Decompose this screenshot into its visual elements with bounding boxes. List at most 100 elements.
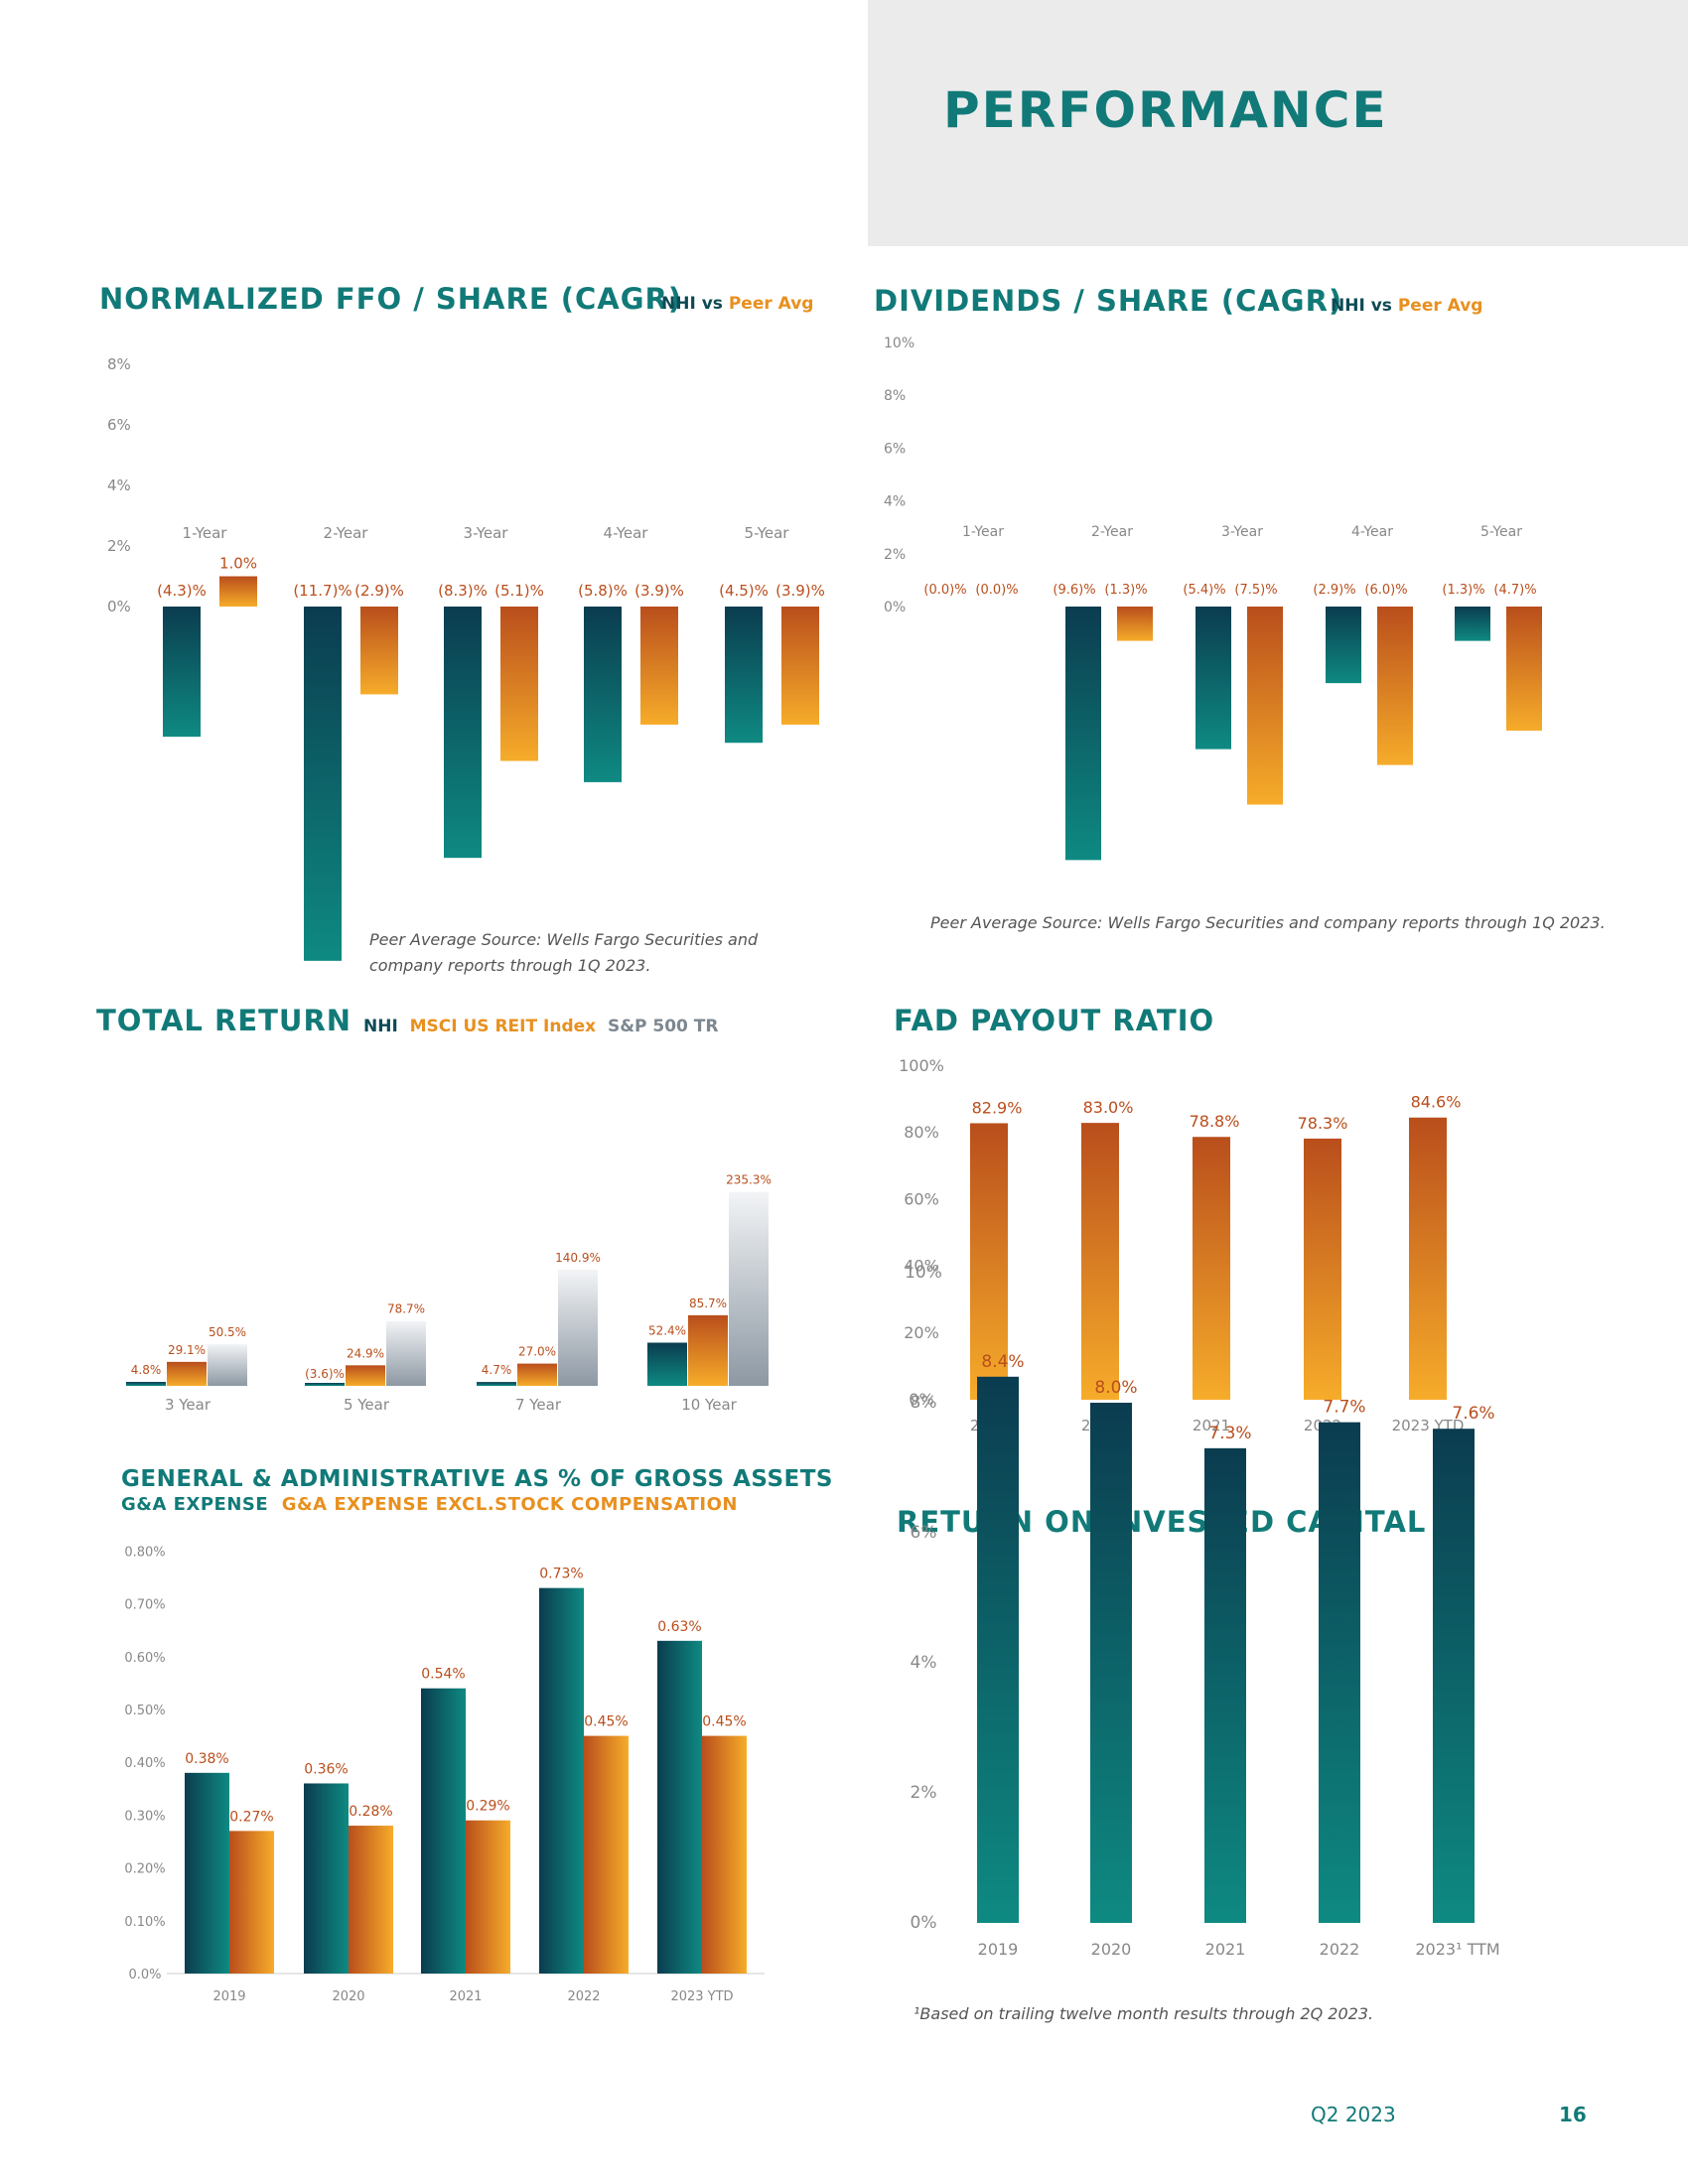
ffo-bar-nhi — [584, 607, 622, 782]
ga-bar-expense — [304, 1783, 349, 1974]
div-category-label: 2-Year — [1091, 524, 1133, 540]
tr-data-label-msci: 85.7% — [689, 1297, 727, 1310]
ffo-data-label-nhi: (4.5)% — [719, 582, 769, 600]
roic-data-label: 8.4% — [981, 1352, 1024, 1372]
roic-category-label: 2020 — [1091, 1940, 1132, 1959]
div-data-label-nhi: (5.4)% — [1183, 583, 1225, 598]
ga-data-label-expense: 0.36% — [304, 1761, 348, 1777]
div-data-label-peer: (1.3)% — [1104, 583, 1147, 598]
roic-data-label: 8.0% — [1094, 1378, 1137, 1398]
ffo-ytick: 2% — [107, 537, 131, 555]
ffo-bar-peer — [219, 576, 257, 607]
fad-data-label: 83.0% — [1083, 1098, 1134, 1117]
ffo-category-label: 1-Year — [183, 524, 228, 542]
fad-bar — [1081, 1123, 1119, 1400]
div-bar-nhi — [1455, 607, 1490, 641]
fad-data-label: 78.3% — [1298, 1114, 1348, 1133]
ffo-source-note: Peer Average Source: Wells Fargo Securit… — [369, 930, 759, 975]
fad-data-label: 78.8% — [1190, 1112, 1240, 1131]
ffo-title: NORMALIZED FFO / SHARE (CAGR) — [99, 282, 683, 316]
ga-legend-a: G&A EXPENSE — [121, 1494, 269, 1515]
div-bar-peer — [1117, 607, 1153, 641]
fad-bar — [1304, 1138, 1341, 1400]
ffo-bar-nhi — [444, 607, 482, 859]
div-data-label-nhi: (0.0)% — [923, 583, 966, 598]
tr-bar-msci — [517, 1363, 557, 1386]
ga-bar-expense — [421, 1688, 466, 1974]
roic-ytick: 8% — [911, 1393, 937, 1413]
roic-data-label: 7.7% — [1323, 1398, 1365, 1418]
div-data-label-nhi: (1.3)% — [1442, 583, 1484, 598]
tr-data-label-msci: 27.0% — [518, 1345, 556, 1359]
div-data-label-peer: (0.0)% — [975, 583, 1018, 598]
tr-bar-nhi — [305, 1383, 345, 1386]
tr-title: TOTAL RETURN — [96, 1004, 352, 1037]
ga-bar-excl — [584, 1735, 629, 1974]
ga-bar-excl — [702, 1735, 747, 1974]
tr-data-label-nhi: 4.7% — [482, 1363, 512, 1377]
div-legend-nhi: NHI — [1331, 296, 1365, 316]
ffo-bar-peer — [781, 607, 819, 725]
tr-category-label: 5 Year — [344, 1396, 390, 1414]
div-category-label: 4-Year — [1351, 524, 1393, 540]
ga-bar-expense — [185, 1772, 229, 1974]
ffo-data-label-peer: 1.0% — [219, 555, 257, 573]
fad-ytick: 60% — [904, 1189, 939, 1208]
ga-bar-excl — [349, 1826, 393, 1974]
tr-category-label: 3 Year — [165, 1396, 211, 1414]
ffo-bar-nhi — [725, 607, 763, 744]
tr-bar-nhi — [126, 1382, 166, 1386]
ffo-legend: NHI vs Peer Avg — [661, 294, 813, 314]
ga-category-label: 2021 — [449, 1989, 482, 2004]
ga-bar-expense — [657, 1640, 702, 1974]
fad-data-label: 82.9% — [972, 1098, 1023, 1117]
tr-category-label: 10 Year — [681, 1396, 737, 1414]
ffo-category-label: 3-Year — [464, 524, 509, 542]
ffo-ytick: 6% — [107, 416, 131, 434]
ga-bar-excl — [229, 1831, 274, 1974]
roic-ytick: 4% — [911, 1653, 937, 1673]
ga-title: GENERAL & ADMINISTRATIVE AS % OF GROSS A… — [121, 1466, 833, 1492]
roic-ytick: 2% — [911, 1783, 937, 1803]
tr-data-label-msci: 24.9% — [347, 1346, 384, 1360]
tr-bar-nhi — [647, 1342, 687, 1386]
ga-bar-excl — [466, 1820, 510, 1974]
ga-category-label: 2022 — [567, 1989, 600, 2004]
fad-ytick: 20% — [904, 1323, 939, 1342]
ga-data-label-excl: 0.45% — [702, 1714, 746, 1730]
tr-data-label-sp: 78.7% — [387, 1302, 425, 1316]
ffo-data-label-nhi: (4.3)% — [157, 582, 207, 600]
ffo-bar-nhi — [163, 607, 201, 738]
div-bar-peer — [1247, 607, 1283, 805]
roic-footnote: ¹Based on trailing twelve month results … — [914, 2004, 1374, 2023]
fad-data-label: 84.6% — [1411, 1093, 1462, 1112]
roic-data-label: 7.3% — [1208, 1424, 1251, 1443]
ga-legend-b: G&A EXPENSE EXCL.STOCK COMPENSATION — [281, 1494, 738, 1515]
ga-ytick: 0.20% — [124, 1862, 165, 1877]
tr-legend: NHI MSCI US REIT Index S&P 500 TR — [363, 1017, 719, 1036]
ga-data-label-expense: 0.63% — [657, 1619, 701, 1635]
ffo-data-label-peer: (3.9)% — [775, 582, 825, 600]
tr-data-label-sp: 235.3% — [726, 1173, 772, 1187]
tr-data-label-sp: 140.9% — [555, 1251, 601, 1265]
tr-data-label-sp: 50.5% — [209, 1325, 246, 1339]
ga-ytick: 0.50% — [124, 1704, 165, 1718]
div-ytick: 10% — [884, 336, 914, 351]
div-source-note: Peer Average Source: Wells Fargo Securit… — [930, 913, 1606, 932]
ffo-legend-vs: vs — [701, 294, 723, 314]
fad-title: FAD PAYOUT RATIO — [894, 1004, 1215, 1037]
ga-data-label-expense: 0.54% — [421, 1667, 465, 1683]
div-category-label: 1-Year — [962, 524, 1004, 540]
roic-ytick: 10% — [905, 1263, 942, 1283]
ga-ytick: 0.60% — [124, 1651, 165, 1666]
tr-data-label-msci: 29.1% — [168, 1343, 206, 1357]
roic-bar — [1204, 1447, 1246, 1923]
tr-legend-sp: S&P 500 TR — [607, 1017, 719, 1036]
div-legend: NHI vs Peer Avg — [1331, 296, 1482, 316]
roic-bar — [977, 1376, 1019, 1923]
ga-ytick: 0.70% — [124, 1598, 165, 1613]
div-bar-nhi — [1065, 607, 1101, 861]
ga-category-label: 2019 — [212, 1989, 245, 2004]
ffo-category-label: 5-Year — [745, 524, 790, 542]
ga-data-label-excl: 0.29% — [466, 1799, 509, 1815]
